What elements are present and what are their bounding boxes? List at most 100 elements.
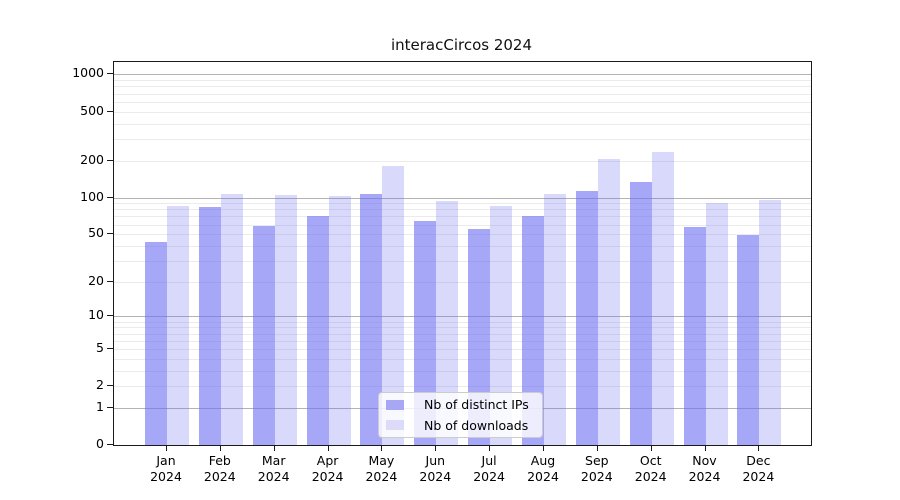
y-tick-mark	[107, 233, 113, 235]
bar-distinct-ips	[575, 191, 598, 445]
y-tick-label: 100	[80, 188, 104, 204]
plot-area	[113, 61, 812, 446]
gridline-minor	[114, 123, 811, 125]
x-tick-mark	[273, 445, 275, 451]
y-tick-label: 0	[96, 436, 104, 451]
bar-distinct-ips	[252, 226, 275, 445]
gridline-minor	[114, 321, 811, 323]
gridline-minor	[114, 245, 811, 247]
x-tick-label: Oct 2024	[634, 453, 667, 484]
gridline-minor	[114, 80, 811, 82]
gridline-minor	[114, 370, 811, 372]
bar-distinct-ips	[629, 181, 652, 445]
gridline-minor	[114, 348, 811, 350]
x-tick-label: Jun 2024	[419, 453, 452, 484]
x-tick-label: Apr 2024	[311, 453, 344, 484]
y-tick-mark	[107, 110, 113, 112]
x-tick-label: Jan 2024	[150, 453, 182, 484]
bar-distinct-ips	[521, 216, 544, 445]
bar-downloads	[274, 195, 297, 445]
gridline-minor	[114, 234, 811, 236]
x-tick-label: Aug 2024	[527, 453, 559, 484]
y-tick-mark	[107, 347, 113, 349]
x-tick-label: Sep 2024	[580, 453, 613, 484]
y-tick-mark	[107, 73, 113, 75]
bar-distinct-ips	[145, 242, 167, 445]
bar-downloads	[597, 158, 620, 445]
y-tick-mark	[107, 444, 113, 445]
bar-downloads	[651, 151, 674, 445]
y-tick-label: 2	[96, 377, 104, 393]
x-tick-label: Dec 2024	[742, 453, 775, 484]
x-tick-mark	[704, 445, 706, 451]
bar-downloads	[220, 193, 243, 445]
legend-label-distinct-ips: Nb of distinct IPs	[424, 397, 529, 413]
gridline-minor	[114, 111, 811, 113]
legend-label-downloads: Nb of downloads	[424, 417, 529, 433]
y-tick-label: 5	[96, 339, 104, 355]
gridline-minor	[114, 203, 811, 205]
bar-downloads	[705, 202, 728, 445]
bar-downloads	[382, 166, 405, 445]
grid-layer	[114, 62, 811, 445]
y-tick-mark	[107, 196, 113, 198]
gridline-major	[114, 197, 811, 199]
bar-distinct-ips	[683, 227, 706, 445]
y-tick-label: 1000	[72, 65, 104, 81]
distinct-ips-swatch-icon	[386, 399, 404, 410]
gridline-major	[114, 316, 811, 318]
bar-distinct-ips	[414, 221, 437, 445]
legend: Nb of distinct IPs Nb of downloads	[378, 392, 543, 438]
y-tick-mark	[107, 406, 113, 408]
y-tick-label: 200	[80, 151, 104, 167]
bar-downloads	[167, 206, 189, 445]
gridline-minor	[114, 260, 811, 262]
x-tick-label: Jul 2024	[473, 453, 505, 484]
y-tick-label: 20	[88, 272, 104, 288]
x-tick-mark	[435, 445, 437, 451]
bar-downloads	[543, 194, 566, 445]
gridline-minor	[114, 224, 811, 226]
x-tick-label: May 2024	[365, 453, 398, 484]
gridline-minor	[114, 358, 811, 360]
bar-distinct-ips	[198, 206, 221, 445]
x-tick-label: Mar 2024	[257, 453, 290, 484]
y-tick-label: 50	[88, 225, 104, 241]
bars-layer	[114, 62, 811, 445]
y-tick-label: 10	[88, 307, 104, 323]
gridline-minor	[114, 281, 811, 283]
legend-row-distinct-ips: Nb of distinct IPs	[386, 396, 534, 414]
gridline-minor	[114, 340, 811, 342]
bar-downloads	[490, 206, 513, 445]
y-tick-mark	[107, 280, 113, 282]
x-tick-mark	[166, 445, 167, 451]
gridline-minor	[114, 93, 811, 95]
legend-row-downloads: Nb of downloads	[386, 417, 534, 435]
x-tick-mark	[327, 445, 329, 451]
x-tick-mark	[758, 445, 760, 451]
gridline-minor	[114, 216, 811, 218]
y-tick-mark	[107, 315, 113, 317]
gridline-minor	[114, 327, 811, 329]
chart-title: interacCircos 2024	[390, 36, 533, 54]
x-tick-mark	[381, 445, 383, 451]
gridline-minor	[114, 101, 811, 103]
gridline-minor	[114, 333, 811, 335]
y-tick-label: 500	[80, 102, 104, 118]
x-tick-mark	[596, 445, 598, 451]
y-tick-label: 1	[96, 398, 104, 414]
bar-downloads	[759, 200, 782, 445]
bar-distinct-ips	[360, 193, 383, 445]
gridline-minor	[114, 138, 811, 140]
bar-distinct-ips	[468, 229, 491, 445]
gridline-minor	[114, 160, 811, 162]
x-tick-label: Nov 2024	[688, 453, 721, 484]
bar-distinct-ips	[737, 235, 760, 445]
gridline-minor	[114, 86, 811, 88]
gridline-minor	[114, 386, 811, 388]
bar-downloads	[436, 200, 459, 445]
y-tick-mark	[107, 385, 113, 387]
x-tick-mark	[543, 445, 544, 451]
gridline-major	[114, 74, 811, 76]
